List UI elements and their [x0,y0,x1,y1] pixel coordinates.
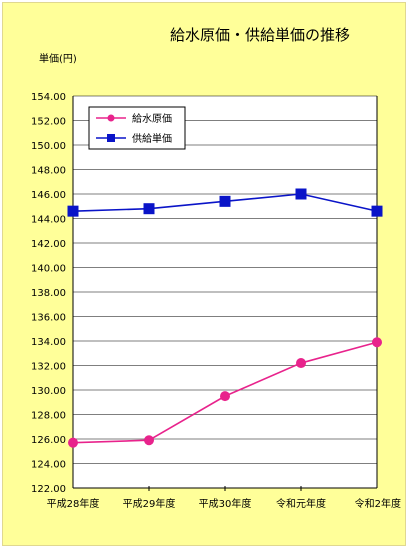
legend-label: 供給単価 [132,132,172,145]
y-tick-label: 144.00 [31,215,66,226]
y-tick-label: 136.00 [31,313,66,324]
x-tick-label: 平成29年度 [123,497,176,510]
data-point [143,203,155,215]
y-axis-ticks: 122.00 124.00 126.00 128.00 130.00 132.00 134.… [31,92,66,495]
legend-marker [107,134,115,142]
x-tick-label: 令和元年度 [276,497,326,510]
x-axis-ticks: 平成28年度 平成29年度 平成30年度 令和元年度 令和2年度 [47,486,401,510]
legend-item: 供給単価 [96,132,172,145]
grid-lines [73,95,377,464]
x-tick-label: 平成28年度 [47,497,100,510]
data-point [296,358,306,369]
series-供給単価 [67,188,383,217]
y-tick-label: 134.00 [31,337,66,348]
chart-area: 給水原価・供給単価の推移 単価(円) 122.00 124.00 126.00 128… [2,2,406,546]
data-point [220,391,230,402]
legend-marker [107,114,115,122]
y-tick-label: 132.00 [31,362,66,373]
legend-box [88,106,186,150]
y-axis-unit-label: 単価(円) [39,52,77,65]
y-tick-label: 140.00 [31,264,66,275]
data-point [144,435,154,446]
data-point [295,188,307,200]
x-tick-label: 令和2年度 [355,497,401,510]
y-tick-label: 152.00 [31,117,66,128]
data-point [372,337,382,348]
y-tick-label: 146.00 [31,190,66,201]
series-給水原価 [68,337,382,448]
y-tick-label: 154.00 [31,92,66,103]
y-tick-label: 138.00 [31,288,66,299]
line-chart: 給水原価・供給単価の推移 単価(円) 122.00 124.00 126.00 128… [31,26,401,510]
y-tick-label: 150.00 [31,141,66,152]
series-layer [67,188,383,448]
data-point [219,195,231,207]
chart-title: 給水原価・供給単価の推移 [170,26,350,44]
y-tick-label: 124.00 [31,460,66,471]
data-point [68,437,78,448]
y-tick-label: 126.00 [31,435,66,446]
data-point [67,205,79,217]
legend-item: 給水原価 [96,112,172,125]
y-tick-label: 122.00 [31,484,66,495]
y-tick-label: 130.00 [31,386,66,397]
x-tick-label: 平成30年度 [199,497,252,510]
y-tick-label: 148.00 [31,166,66,177]
legend-label: 給水原価 [132,112,172,125]
y-tick-label: 128.00 [31,411,66,422]
data-point [371,205,383,217]
y-tick-label: 142.00 [31,239,66,250]
